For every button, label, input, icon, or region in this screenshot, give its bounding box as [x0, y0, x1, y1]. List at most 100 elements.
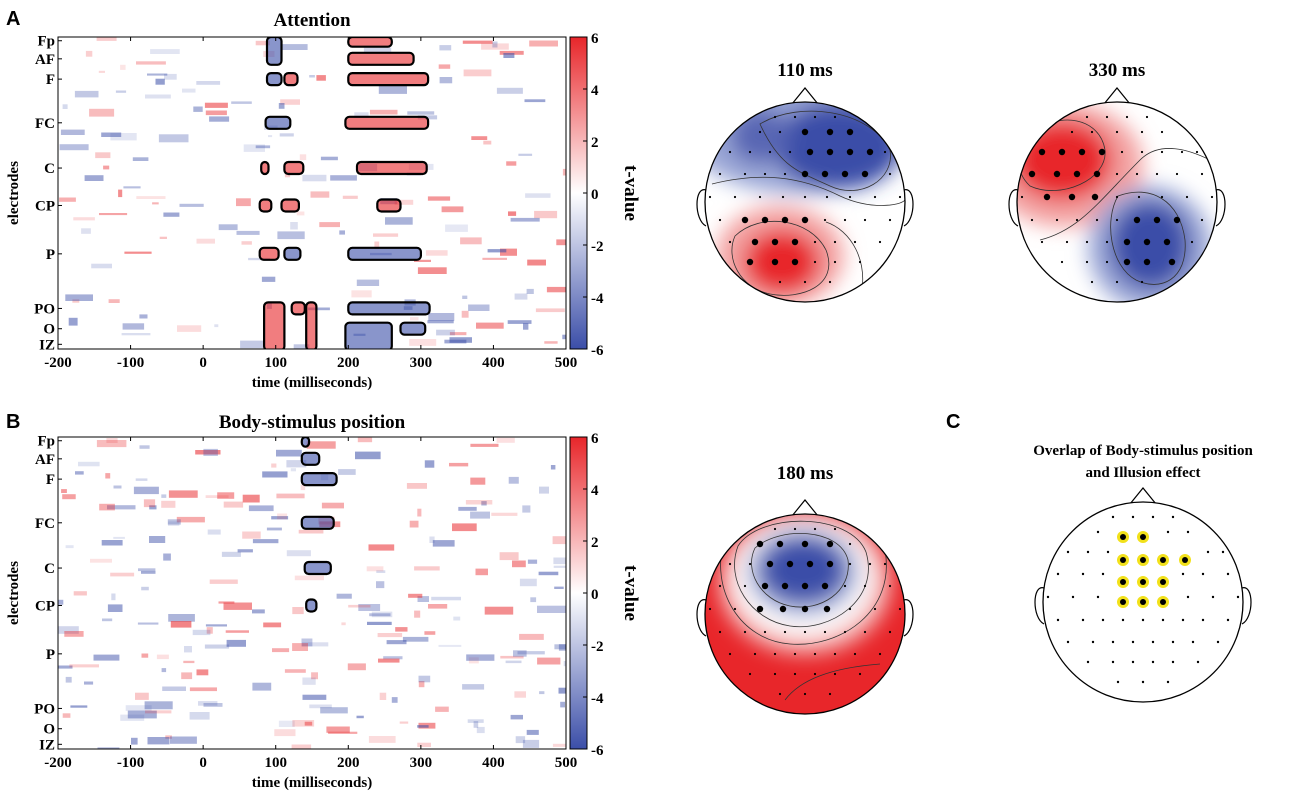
noise-cell: [320, 156, 338, 161]
y-tick-label: Fp: [37, 34, 55, 50]
electrode: [1141, 618, 1145, 622]
heatmap-b-xlabel: time (milliseconds): [252, 775, 372, 791]
noise-cell: [124, 251, 152, 254]
electrode: [883, 150, 887, 154]
noise-cell: [424, 631, 436, 635]
topoplot-180ms-electrodes: [708, 527, 902, 696]
noise-cell: [438, 64, 451, 69]
noise-cell: [562, 168, 566, 176]
colorbar-tick-label: 6: [591, 31, 599, 47]
electrode: [843, 584, 847, 588]
electrode-significant: [1143, 238, 1151, 246]
noise-cell: [111, 593, 116, 601]
noise-cell: [399, 721, 409, 724]
x-tick-label: -200: [44, 755, 72, 771]
noise-cell: [196, 238, 215, 244]
electrode: [1116, 680, 1120, 684]
noise-cell: [417, 267, 447, 274]
electrode-significant: [846, 128, 854, 136]
noise-cell: [290, 468, 296, 472]
noise-cell: [499, 552, 519, 561]
electrode: [1140, 280, 1144, 284]
noise-cell: [463, 69, 492, 77]
electrode: [758, 130, 762, 134]
electrode: [1086, 550, 1090, 554]
noise-cell: [476, 726, 485, 734]
noise-cell: [449, 332, 467, 336]
electrode-significant: [771, 258, 779, 266]
noise-cell: [563, 661, 566, 667]
noise-cell: [131, 737, 138, 745]
electrode-significant: [801, 582, 809, 590]
electrode: [853, 652, 857, 656]
noise-cell: [424, 460, 435, 468]
noise-cell: [110, 572, 135, 577]
noise-cell: [296, 211, 305, 216]
electrode: [858, 672, 862, 676]
noise-cell: [193, 106, 203, 112]
noise-cell: [207, 529, 221, 535]
noise-cell: [514, 691, 526, 698]
noise-cell: [326, 726, 350, 733]
noise-cell: [512, 560, 526, 568]
noise-cell: [150, 49, 180, 54]
noise-cell: [414, 259, 431, 262]
noise-cell: [537, 657, 561, 665]
noise-cell: [158, 134, 189, 143]
nose-icon: [1129, 487, 1157, 505]
nose-icon: [791, 87, 819, 105]
electrode-significant: [1038, 148, 1046, 156]
electrode: [873, 607, 877, 611]
noise-cell: [255, 145, 271, 149]
electrode: [1196, 660, 1200, 664]
x-tick-label: 200: [337, 755, 360, 771]
y-tick-label: F: [46, 72, 55, 88]
x-tick-label: -100: [117, 755, 145, 771]
electrode: [1210, 195, 1214, 199]
noise-cell: [184, 646, 192, 653]
topoplot-overlap: Overlap of Body-stimulus position and Il…: [1033, 443, 1253, 703]
noise-cell: [417, 725, 429, 728]
electrode-overlap: [1140, 579, 1146, 585]
noise-cell: [301, 638, 313, 647]
noise-cell: [376, 581, 385, 589]
noise-cell: [556, 239, 566, 246]
contour-line: [751, 533, 849, 608]
electrode: [888, 584, 892, 588]
electrode: [1085, 240, 1089, 244]
noise-cell: [348, 604, 371, 608]
electrode: [763, 630, 767, 634]
electrode-significant: [801, 540, 809, 548]
electrode-significant: [801, 605, 809, 613]
noise-cell: [311, 672, 318, 680]
noise-cell: [286, 550, 311, 557]
noise-cell: [170, 736, 197, 744]
noise-cell: [507, 320, 532, 324]
noise-cell: [243, 144, 265, 152]
noise-cell: [182, 88, 196, 93]
noise-cell: [90, 558, 112, 563]
electrode: [763, 172, 767, 176]
electrode: [833, 652, 837, 656]
noise-cell: [62, 494, 76, 500]
noise-cell: [476, 322, 504, 329]
noise-cell: [236, 230, 260, 235]
noise-cell: [99, 213, 128, 216]
electrode: [1195, 150, 1199, 154]
noise-cell: [164, 73, 177, 80]
noise-cell: [196, 669, 209, 676]
electrode-significant: [801, 170, 809, 178]
noise-cell: [515, 736, 526, 744]
noise-cell: [525, 193, 551, 198]
positive-core: [744, 230, 820, 294]
electrode: [828, 280, 832, 284]
noise-cell: [544, 341, 558, 344]
noise-cell: [203, 703, 223, 707]
electrode-significant: [791, 238, 799, 246]
noise-cell: [163, 553, 171, 561]
contour-line: [711, 176, 905, 206]
colorbar-tick-label: -2: [591, 639, 604, 655]
electrode: [1046, 595, 1050, 599]
noise-cell: [342, 195, 358, 199]
noise-cell: [369, 109, 398, 115]
